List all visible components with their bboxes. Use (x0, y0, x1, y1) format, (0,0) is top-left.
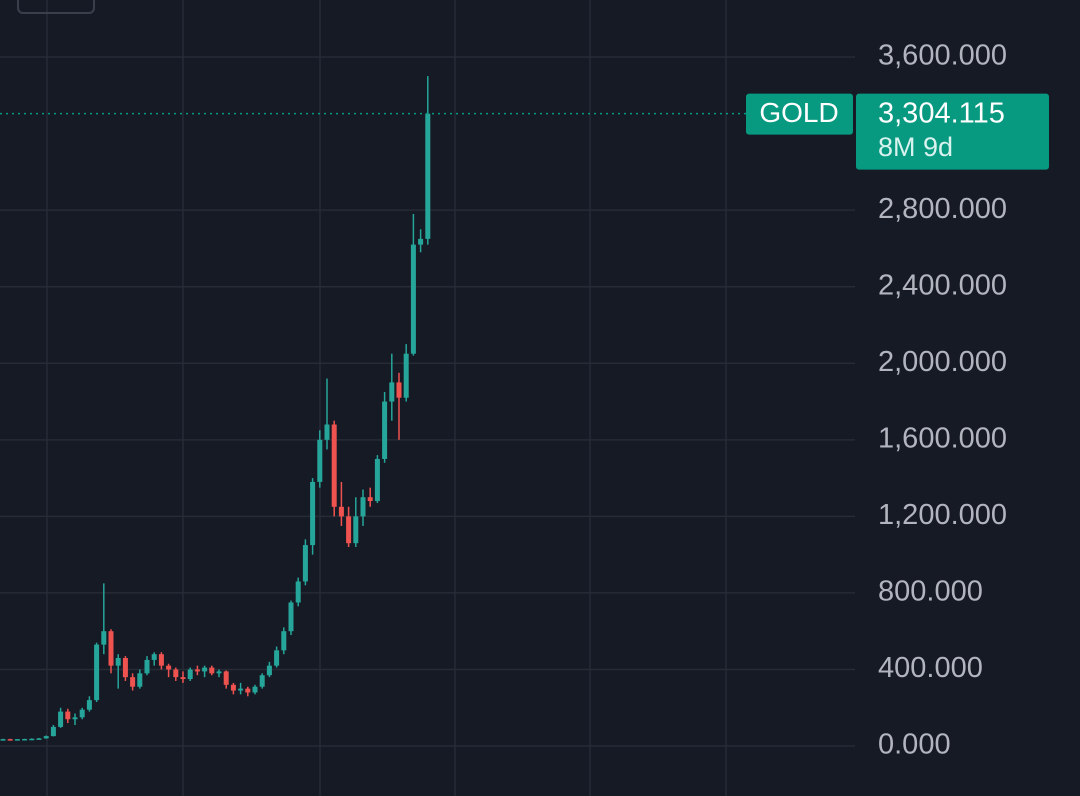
candle-body (274, 650, 280, 666)
candle-body (410, 244, 416, 354)
symbol-tag (746, 93, 853, 135)
candle-body (396, 382, 402, 398)
candle-body (43, 736, 49, 739)
candle-body (252, 686, 258, 693)
candle-body (65, 711, 71, 720)
candle-body (137, 673, 143, 687)
candle-body (209, 667, 215, 674)
candle-body (324, 424, 330, 440)
candle-body (310, 481, 316, 546)
candle-body (151, 654, 157, 660)
candle-body (288, 602, 294, 632)
price-tag (856, 93, 1049, 170)
y-tick-label: 800.000 (878, 576, 983, 608)
y-tick-label: 400.000 (878, 652, 983, 684)
candle-body (14, 739, 20, 741)
candle-body (108, 631, 114, 666)
candle-body (389, 382, 395, 402)
symbol-label: GOLD (759, 97, 838, 128)
candle-body (94, 644, 100, 701)
y-tick-label: 1,600.000 (878, 422, 1007, 454)
candle-body (22, 738, 28, 741)
candle-body (202, 667, 208, 672)
candle-body (29, 738, 35, 741)
candle-body (266, 665, 272, 676)
candle-body (259, 675, 265, 687)
candle-body (425, 113, 431, 239)
candle-body (194, 669, 200, 672)
candle-body (36, 738, 42, 740)
candle-body (346, 516, 352, 544)
y-tick-label: 2,800.000 (878, 193, 1007, 225)
candle-body (101, 631, 107, 645)
candle-body (418, 238, 424, 245)
candle-body (382, 401, 388, 459)
candle-body (180, 677, 186, 680)
y-tick-label: 2,400.000 (878, 269, 1007, 301)
candle-body (173, 669, 179, 678)
candle-body (115, 658, 121, 666)
candle-body (302, 545, 308, 582)
candle-body (86, 700, 92, 710)
candle-body (144, 659, 150, 674)
candle-body (331, 424, 337, 507)
y-tick-label: 0.000 (878, 729, 951, 761)
candle-body (338, 506, 344, 517)
price-label: 3,304.115 (878, 97, 1005, 129)
candle-body (360, 497, 366, 517)
candle-body (187, 669, 193, 680)
candle-body (50, 726, 56, 737)
candle-body (130, 677, 136, 687)
candle-body (158, 654, 164, 666)
candle-body (374, 458, 380, 502)
candle-body (58, 711, 64, 727)
candle-body (295, 581, 301, 603)
toolbar-button[interactable] (17, 0, 95, 14)
countdown-label: 8M 9d (878, 132, 953, 162)
candle-body (281, 631, 287, 651)
candle-body (223, 671, 229, 685)
candle-body (216, 671, 222, 674)
y-tick-label: 3,600.000 (878, 40, 1007, 72)
candle-body (238, 688, 244, 691)
candle-body (317, 439, 323, 482)
candle-body (0, 739, 6, 741)
candle-body (122, 658, 128, 678)
candle-body (353, 516, 359, 544)
candle-body (403, 353, 409, 398)
candle-body (367, 497, 373, 502)
candle-body (166, 665, 172, 670)
candle-body (245, 688, 251, 693)
candle-body (7, 739, 13, 741)
candle-body (230, 684, 236, 691)
candle-body (79, 709, 85, 718)
time-grid (46, 0, 727, 796)
y-tick-label: 2,000.000 (878, 346, 1007, 378)
y-tick-label: 1,200.000 (878, 499, 1007, 531)
candle-body (72, 717, 78, 720)
